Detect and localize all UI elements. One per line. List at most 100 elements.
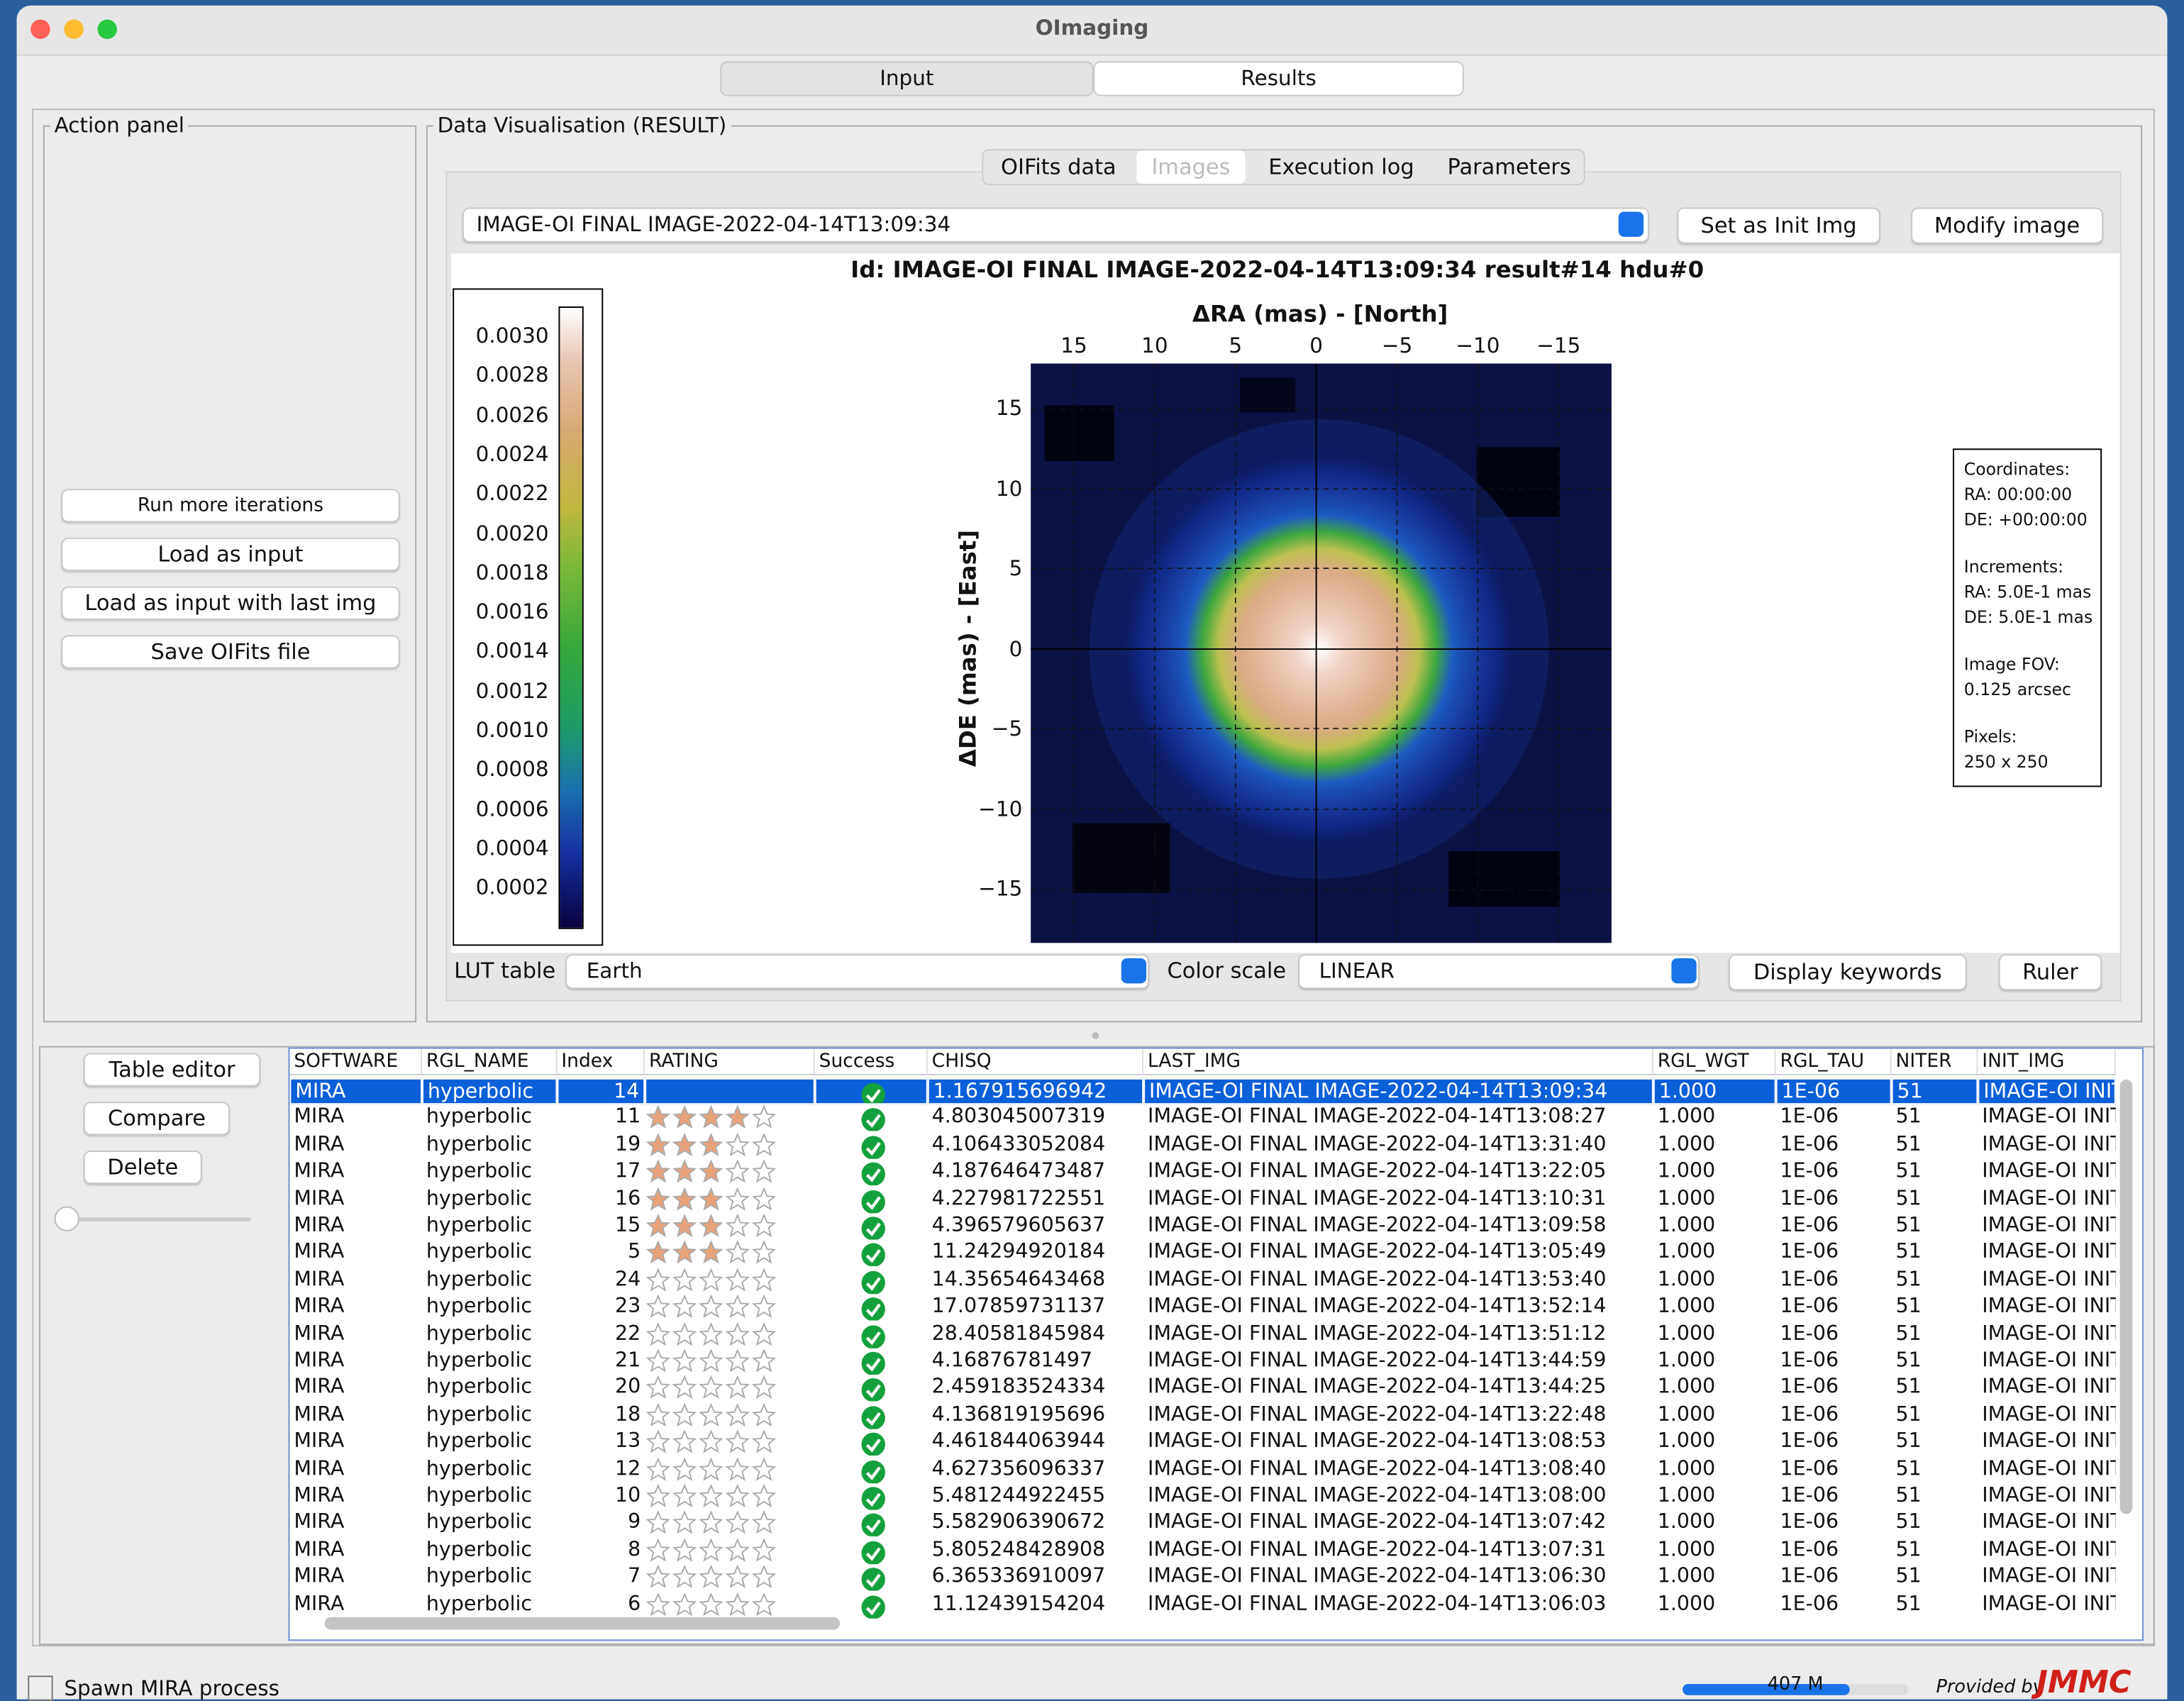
table-cell[interactable]: IMAGE-OI FINAL IMAGE-2022-04-14T13:05:49 bbox=[1143, 1240, 1653, 1266]
table-cell[interactable]: 2.459183524334 bbox=[928, 1375, 1143, 1402]
table-cell[interactable]: 1E-06 bbox=[1776, 1322, 1892, 1348]
table-cell[interactable]: MIRA bbox=[289, 1078, 422, 1104]
table-cell[interactable]: 51 bbox=[1892, 1375, 1978, 1402]
rating-stars[interactable] bbox=[645, 1592, 815, 1618]
table-cell[interactable]: 1.000 bbox=[1653, 1402, 1776, 1429]
table-cell[interactable]: 1E-06 bbox=[1776, 1510, 1892, 1536]
table-cell[interactable]: IMAGE-OI FINAL IMAGE-2022-04-14T13:08:40 bbox=[1143, 1456, 1653, 1483]
table-cell[interactable]: MIRA bbox=[289, 1456, 422, 1483]
table-cell[interactable]: MIRA bbox=[289, 1295, 422, 1321]
table-cell[interactable]: 51 bbox=[1892, 1565, 1978, 1591]
table-cell[interactable]: 51 bbox=[1892, 1078, 1978, 1104]
table-cell[interactable]: IMAGE-OI INIT bbox=[1978, 1322, 2115, 1348]
table-cell[interactable]: 5 bbox=[557, 1240, 645, 1266]
main-tab[interactable]: Input bbox=[720, 61, 1093, 96]
table-cell[interactable]: 4.106433052084 bbox=[928, 1132, 1143, 1158]
table-cell[interactable]: 19 bbox=[557, 1132, 645, 1158]
table-cell[interactable]: hyperbolic bbox=[422, 1402, 557, 1429]
table-cell[interactable]: IMAGE-OI FINAL IMAGE-2022-04-14T13:07:31 bbox=[1143, 1537, 1653, 1563]
table-cell[interactable]: 4.187646473487 bbox=[928, 1159, 1143, 1185]
rating-stars[interactable] bbox=[645, 1213, 815, 1239]
color-scale-selector[interactable]: LINEAR bbox=[1298, 954, 1700, 989]
table-cell[interactable]: MIRA bbox=[289, 1510, 422, 1536]
table-cell[interactable]: IMAGE-OI FINAL IMAGE-2022-04-14T13:53:40 bbox=[1143, 1268, 1653, 1294]
table-cell[interactable]: 51 bbox=[1892, 1348, 1978, 1375]
table-cell[interactable]: MIRA bbox=[289, 1375, 422, 1402]
visualisation-tab[interactable]: Images bbox=[1136, 150, 1245, 184]
table-cell[interactable]: 1.000 bbox=[1653, 1213, 1776, 1239]
table-cell[interactable]: 1.000 bbox=[1653, 1268, 1776, 1294]
rating-stars[interactable] bbox=[645, 1456, 815, 1483]
table-cell[interactable]: IMAGE-OI FINAL IMAGE-2022-04-14T13:09:58 bbox=[1143, 1213, 1653, 1239]
rating-stars[interactable] bbox=[645, 1322, 815, 1348]
table-cell[interactable]: 1E-06 bbox=[1776, 1268, 1892, 1294]
rating-stars[interactable] bbox=[645, 1240, 815, 1266]
table-cell[interactable]: 5.805248428908 bbox=[928, 1537, 1143, 1563]
table-cell[interactable]: IMAGE-OI FINAL IMAGE-2022-04-14T13:52:14 bbox=[1143, 1295, 1653, 1321]
plot-button[interactable]: Display keywords bbox=[1729, 954, 1967, 990]
table-cell[interactable]: 13 bbox=[557, 1429, 645, 1456]
table-cell[interactable]: 4.16876781497 bbox=[928, 1348, 1143, 1375]
table-cell[interactable]: 1.000 bbox=[1653, 1456, 1776, 1483]
table-cell[interactable]: 1E-06 bbox=[1776, 1240, 1892, 1266]
table-cell[interactable]: IMAGE-OI FINAL IMAGE-2022-04-14T13:07:42 bbox=[1143, 1510, 1653, 1536]
table-cell[interactable]: 1E-06 bbox=[1776, 1348, 1892, 1375]
table-cell[interactable]: 1.000 bbox=[1653, 1240, 1776, 1266]
table-cell[interactable]: hyperbolic bbox=[422, 1213, 557, 1239]
rating-stars[interactable] bbox=[645, 1537, 815, 1563]
table-cell[interactable]: IMAGE-OI INIT bbox=[1978, 1213, 2115, 1239]
table-cell[interactable]: hyperbolic bbox=[422, 1375, 557, 1402]
rating-stars[interactable] bbox=[645, 1565, 815, 1591]
table-cell[interactable]: MIRA bbox=[289, 1429, 422, 1456]
table-cell[interactable]: 4.396579605637 bbox=[928, 1213, 1143, 1239]
table-cell[interactable]: hyperbolic bbox=[422, 1322, 557, 1348]
column-header[interactable]: RATING bbox=[645, 1049, 815, 1075]
table-cell[interactable]: 11 bbox=[557, 1105, 645, 1131]
table-cell[interactable]: 17.07859731137 bbox=[928, 1295, 1143, 1321]
visualisation-tab[interactable]: Execution log bbox=[1251, 150, 1431, 184]
plot-button[interactable]: Ruler bbox=[1999, 954, 2102, 990]
table-cell[interactable]: 51 bbox=[1892, 1537, 1978, 1563]
table-cell[interactable]: MIRA bbox=[289, 1402, 422, 1429]
table-cell[interactable]: MIRA bbox=[289, 1565, 422, 1591]
table-cell[interactable]: 1.000 bbox=[1653, 1375, 1776, 1402]
table-cell[interactable]: 1E-06 bbox=[1776, 1375, 1892, 1402]
table-cell[interactable]: IMAGE-OI INIT bbox=[1978, 1078, 2115, 1104]
table-cell[interactable]: 15 bbox=[557, 1213, 645, 1239]
table-cell[interactable]: 1E-06 bbox=[1776, 1213, 1892, 1239]
table-cell[interactable]: hyperbolic bbox=[422, 1159, 557, 1185]
table-cell[interactable]: 51 bbox=[1892, 1510, 1978, 1536]
table-cell[interactable]: IMAGE-OI INIT bbox=[1978, 1132, 2115, 1158]
rating-stars[interactable] bbox=[645, 1375, 815, 1402]
table-cell[interactable]: 1.000 bbox=[1653, 1322, 1776, 1348]
table-cell[interactable]: IMAGE-OI INIT bbox=[1978, 1537, 2115, 1563]
table-cell[interactable]: MIRA bbox=[289, 1483, 422, 1509]
table-cell[interactable]: 1.000 bbox=[1653, 1537, 1776, 1563]
table-cell[interactable]: 5.582906390672 bbox=[928, 1510, 1143, 1536]
table-cell[interactable]: 28.40581845984 bbox=[928, 1322, 1143, 1348]
table-cell[interactable]: hyperbolic bbox=[422, 1186, 557, 1212]
table-cell[interactable]: 1.000 bbox=[1653, 1348, 1776, 1375]
table-cell[interactable]: 22 bbox=[557, 1322, 645, 1348]
table-cell[interactable]: hyperbolic bbox=[422, 1348, 557, 1375]
rating-stars[interactable] bbox=[645, 1105, 815, 1131]
table-cell[interactable]: 1E-06 bbox=[1776, 1456, 1892, 1483]
table-cell[interactable]: IMAGE-OI FINAL IMAGE-2022-04-14T13:22:05 bbox=[1143, 1159, 1653, 1185]
table-cell[interactable]: 17 bbox=[557, 1159, 645, 1185]
table-cell[interactable]: 1E-06 bbox=[1776, 1402, 1892, 1429]
column-header[interactable]: SOFTWARE bbox=[289, 1049, 422, 1075]
table-cell[interactable]: IMAGE-OI FINAL IMAGE-2022-04-14T13:08:27 bbox=[1143, 1105, 1653, 1131]
table-cell[interactable]: IMAGE-OI INIT bbox=[1978, 1592, 2115, 1618]
main-tab[interactable]: Results bbox=[1093, 61, 1463, 96]
table-cell[interactable]: 1.000 bbox=[1653, 1132, 1776, 1158]
table-cell[interactable]: 51 bbox=[1892, 1213, 1978, 1239]
table-cell[interactable]: 24 bbox=[557, 1268, 645, 1294]
table-cell[interactable]: 8 bbox=[557, 1537, 645, 1563]
table-cell[interactable]: IMAGE-OI FINAL IMAGE-2022-04-14T13:09:34 bbox=[1143, 1078, 1653, 1104]
rating-stars[interactable] bbox=[645, 1483, 815, 1509]
rating-stars[interactable] bbox=[645, 1348, 815, 1375]
table-cell[interactable]: IMAGE-OI FINAL IMAGE-2022-04-14T13:08:53 bbox=[1143, 1429, 1653, 1456]
table-cell[interactable]: 1.000 bbox=[1653, 1483, 1776, 1509]
table-cell[interactable]: IMAGE-OI INIT bbox=[1978, 1456, 2115, 1483]
table-cell[interactable]: 7 bbox=[557, 1565, 645, 1591]
